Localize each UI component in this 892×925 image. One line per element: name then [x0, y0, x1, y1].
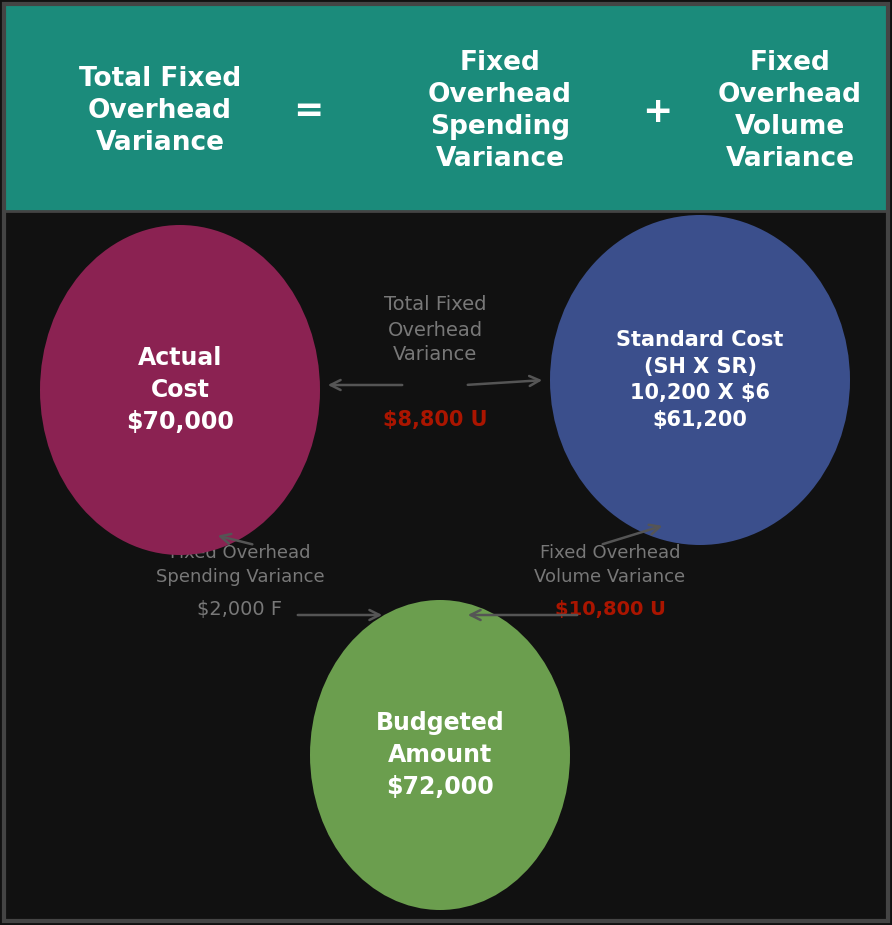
Text: Fixed Overhead
Spending Variance: Fixed Overhead Spending Variance [156, 544, 325, 586]
Text: Total Fixed
Overhead
Variance: Total Fixed Overhead Variance [384, 295, 486, 364]
Text: Fixed Overhead
Volume Variance: Fixed Overhead Volume Variance [534, 544, 686, 586]
Text: Total Fixed
Overhead
Variance: Total Fixed Overhead Variance [78, 67, 241, 156]
Text: =: = [293, 94, 323, 129]
Text: $10,800 U: $10,800 U [555, 599, 665, 619]
Ellipse shape [310, 600, 570, 910]
Text: Budgeted
Amount
$72,000: Budgeted Amount $72,000 [376, 711, 504, 798]
Ellipse shape [550, 215, 850, 545]
Text: Fixed
Overhead
Volume
Variance: Fixed Overhead Volume Variance [718, 51, 862, 172]
Text: Standard Cost
(SH X SR)
10,200 X $6
$61,200: Standard Cost (SH X SR) 10,200 X $6 $61,… [616, 330, 784, 429]
Text: $8,800 U: $8,800 U [383, 410, 487, 430]
Bar [4, 4, 888, 211]
Text: +: + [642, 94, 673, 129]
Text: $2,000 F: $2,000 F [197, 599, 283, 619]
Ellipse shape [40, 225, 320, 555]
Text: Actual
Cost
$70,000: Actual Cost $70,000 [126, 346, 234, 434]
Text: Fixed
Overhead
Spending
Variance: Fixed Overhead Spending Variance [428, 51, 572, 172]
